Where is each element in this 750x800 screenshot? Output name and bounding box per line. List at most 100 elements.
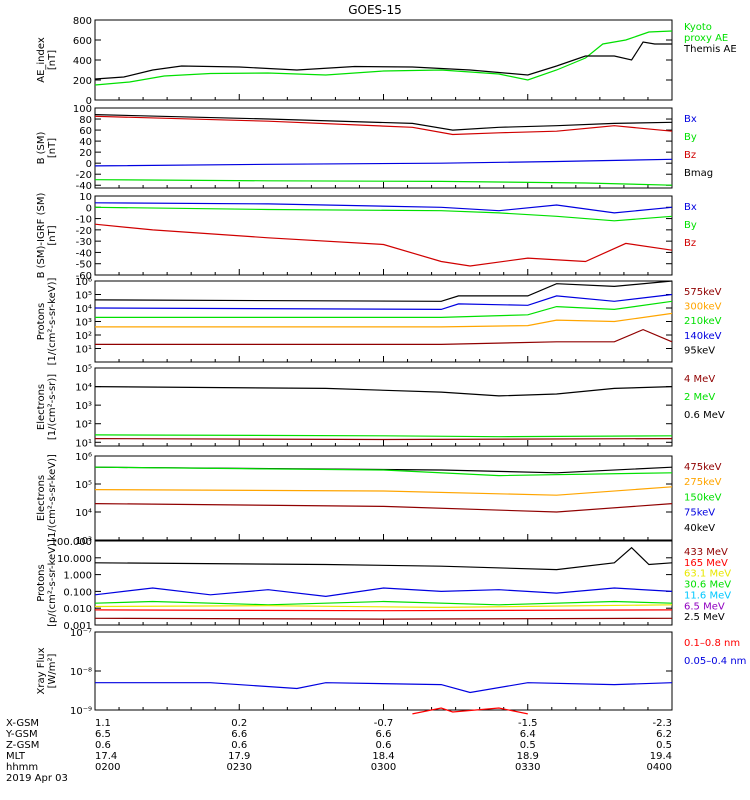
panel-5-ytick-label-3: 10⁶ — [75, 452, 92, 463]
footer-label-1: Y-GSM — [5, 729, 38, 740]
panel-5-legend-0: 475keV — [684, 462, 722, 473]
chart-title: GOES-15 — [348, 3, 402, 17]
panel-6-ytick-label-1: 0.010 — [63, 604, 92, 615]
footer-3-val-1: 17.9 — [228, 751, 250, 762]
panel-5-series-1-line — [94, 466, 673, 477]
panel-6-ytick-label-4: 10.000 — [57, 554, 92, 565]
panel-3-legend-0: 575keV — [684, 287, 722, 298]
panel-5-legend-1: 275keV — [684, 477, 722, 488]
panel-2-legend-0: Bx — [684, 202, 697, 213]
panel-6-ytick-label-0: 0.001 — [63, 621, 92, 632]
panel-2-ytick-label-4: -20 — [76, 226, 92, 237]
date-label: 2019 Apr 03 — [6, 773, 68, 784]
panel-6-ytick-label-5: 100.000 — [51, 537, 92, 548]
panel-1-legend-1: By — [684, 132, 697, 143]
panel-0-ylabel: AE_index[nT] — [36, 37, 58, 83]
panel-1-ytick-label-3: 20 — [79, 148, 92, 159]
panel-1-legend-3: Bmag — [684, 168, 713, 179]
footer-label-2: Z-GSM — [6, 740, 39, 751]
panel-4-ytick-label-4: 10⁵ — [75, 364, 92, 375]
panel-4-legend-2: 0.6 MeV — [684, 410, 725, 421]
panel-1-frame — [94, 107, 673, 189]
panel-0-ytick-label-0: 0 — [86, 96, 92, 107]
panel-7-ytick-label-2: 10⁻⁷ — [70, 628, 92, 639]
panel-7-series-0-line — [95, 682, 673, 694]
panel-5-legend-3: 75keV — [684, 508, 715, 519]
panel-2-ytick-label-2: -40 — [76, 248, 92, 259]
panel-3-ytick-label-2: 10³ — [75, 318, 92, 329]
panel-3-legend-2: 210keV — [684, 316, 722, 327]
panel-1-ytick-label-7: 100 — [73, 104, 92, 115]
panel-2-ytick-label-3: -30 — [76, 237, 92, 248]
panel-4-legend-1: 2 MeV — [684, 392, 715, 403]
panel-6-ytick-label-3: 1.000 — [63, 571, 92, 582]
panel-0-ytick-label-2: 400 — [73, 56, 92, 67]
panel-2-ytick-label-6: 0 — [86, 203, 92, 214]
panel-5-legend-4: 40keV — [684, 523, 715, 534]
panel-2-legend-1: By — [684, 220, 697, 231]
panel-4-legend-0: 4 MeV — [684, 374, 715, 385]
panel-7-ylabel: Xray Flux[W/m²] — [36, 647, 58, 694]
panel-7-ytick-label-0: 10⁻⁹ — [70, 706, 92, 717]
panel-2-ytick-label-5: -10 — [76, 215, 92, 226]
panel-6-legend-6: 2.5 MeV — [684, 612, 725, 623]
panel-3-legend-3: 140keV — [684, 331, 722, 342]
panel-4-series-1-line — [94, 434, 673, 438]
panel-6-series-3-line — [94, 604, 673, 609]
panel-6-frame — [94, 540, 673, 626]
footer-1-val-2: 6.6 — [376, 729, 392, 740]
panel-5-series-3-line — [94, 503, 673, 513]
panel-3-ytick-label-3: 10⁴ — [75, 304, 92, 315]
panel-1-series-1-line — [94, 115, 673, 136]
footer-2-val-0: 0.6 — [95, 740, 111, 751]
footer-3-val-2: 18.4 — [372, 751, 394, 762]
panel-7-legend-0: 0.1–0.8 nm — [684, 638, 740, 649]
panel-1-ytick-label-5: 60 — [79, 126, 92, 137]
footer-0-val-4: -2.3 — [652, 718, 672, 729]
panel-2-series-2-line — [94, 223, 673, 267]
footer-2-val-4: 0.5 — [656, 740, 672, 751]
footer-1-val-0: 6.5 — [95, 729, 111, 740]
panel-2-ylabel: B (SM)-IGRF (SM)[nT] — [36, 193, 58, 279]
panel-4-ylabel: Electrons[1/(cm²-s-sr)] — [36, 374, 58, 440]
footer-label-4: hhmm — [6, 762, 38, 773]
panel-5-series-2-line — [94, 486, 673, 496]
footer-1-val-3: 6.4 — [520, 729, 536, 740]
panel-6-legend-3: 30.6 MeV — [684, 580, 731, 591]
panel-0-legend-1: Themis AE — [683, 44, 737, 55]
panel-1-ylabel: B (SM)[nT] — [36, 131, 58, 164]
panel-1-ytick-label-2: 0 — [86, 159, 92, 170]
footer-4-val-2: 0300 — [371, 762, 396, 773]
panel-3-ytick-label-5: 10⁶ — [75, 277, 92, 288]
panel-3-series-1-line — [94, 293, 673, 311]
panel-1-ytick-label-1: -20 — [76, 170, 92, 181]
panel-1-ytick-label-0: -40 — [76, 181, 92, 192]
panel-5-ytick-label-1: 10⁴ — [75, 508, 92, 519]
panel-1-series-2-line — [94, 158, 673, 167]
panel-2-ytick-label-7: 10 — [79, 192, 92, 203]
panel-0-frame — [94, 19, 673, 101]
panel-2-legend-2: Bz — [684, 238, 696, 249]
panel-7-legend-1: 0.05–0.4 nm — [684, 656, 746, 667]
panel-4-series-0-line — [94, 386, 673, 397]
panel-6-series-4-line — [94, 609, 673, 612]
footer-label-0: X-GSM — [6, 718, 39, 729]
panel-6-legend-0: 433 MeV — [684, 547, 728, 558]
panel-1-series-3-line — [94, 179, 673, 186]
panel-6-series-1-line — [94, 587, 673, 598]
panel-6-series-0-line — [94, 546, 673, 571]
panel-6-legend-2: 63.1 MeV — [684, 569, 731, 580]
footer-0-val-2: -0.7 — [374, 718, 394, 729]
footer-3-val-3: 18.9 — [517, 751, 539, 762]
panel-6-legend-1: 165 MeV — [684, 558, 728, 569]
footer-4-val-4: 0400 — [647, 762, 672, 773]
footer-3-val-0: 17.4 — [95, 751, 117, 762]
panel-6-series-2-line — [94, 600, 673, 606]
panel-3-ytick-label-0: 10¹ — [75, 345, 92, 356]
panel-4-ytick-label-0: 10¹ — [75, 438, 92, 449]
panel-1-ytick-label-6: 80 — [79, 115, 92, 126]
panel-3-legend-4: 95keV — [684, 345, 715, 356]
panel-3-legend-1: 300keV — [684, 302, 722, 313]
footer-2-val-1: 0.6 — [231, 740, 247, 751]
